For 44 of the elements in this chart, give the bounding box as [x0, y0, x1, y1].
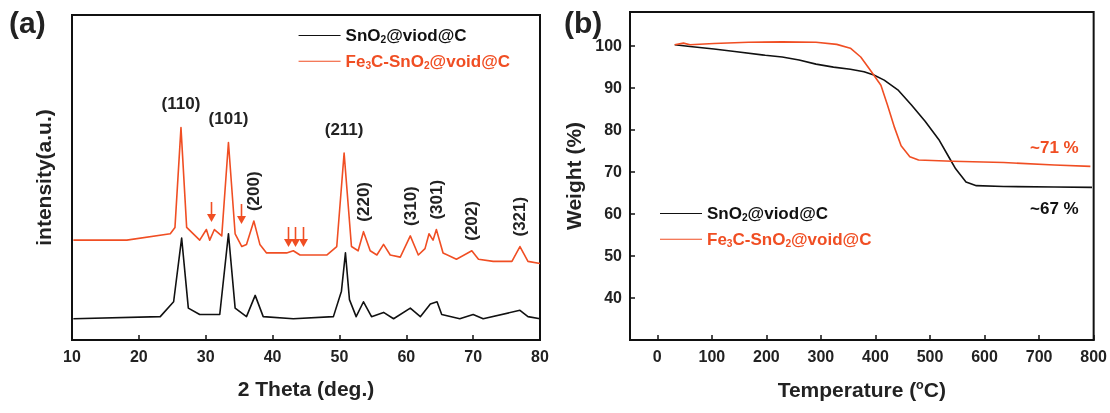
line-series	[673, 41, 1092, 168]
annotation: (220)	[354, 181, 373, 222]
x-tick-label: 0	[652, 347, 662, 365]
y-tick-label: 60	[604, 205, 623, 223]
y-tick-label: 70	[604, 163, 623, 181]
x-tick-label: 100	[698, 347, 726, 365]
x-tick-label: 50	[330, 347, 349, 365]
x-tick-label: 400	[862, 347, 889, 365]
annotation: (200)	[244, 171, 264, 212]
legend-label: SnO2@viod@C	[345, 26, 467, 46]
x-tick-label: 600	[971, 347, 998, 365]
annotation: (301)	[426, 179, 446, 220]
y-axis-title: Weight (%)	[562, 121, 586, 231]
annotation: ~67 %	[1030, 199, 1079, 219]
y-tick-label: 80	[604, 121, 623, 139]
x-tick-label: 30	[196, 347, 215, 365]
x-tick-label: 200	[753, 347, 780, 365]
x-tick-label: 80	[531, 347, 549, 365]
annotation: (310)	[400, 186, 420, 226]
x-tick-label: 500	[916, 347, 944, 365]
annotation: ~71 %	[1030, 137, 1079, 157]
x-tick-label: 40	[263, 347, 282, 365]
annotation: (211)	[324, 119, 364, 139]
annotation: (202)	[462, 201, 482, 241]
x-tick-label: 700	[1025, 347, 1053, 365]
annotation: (321)	[510, 196, 530, 237]
legend-label: Fe3C-SnO2@void@C	[345, 51, 511, 71]
y-axis-title: intensity(a.u.)	[32, 109, 55, 246]
x-tick-label: 10	[63, 347, 81, 365]
chart-title: (a)	[9, 5, 46, 39]
x-axis-title: 2 Theta (deg.)	[237, 377, 375, 400]
x-tick-label: 20	[129, 347, 148, 365]
legend-label: Fe3C-SnO2@void@C	[707, 229, 872, 249]
y-tick-label: 90	[604, 79, 623, 97]
legend-label: SnO2@viod@C	[707, 204, 828, 224]
annotation: (110)	[161, 94, 201, 114]
x-tick-label: 300	[807, 347, 835, 365]
x-tick-label: 800	[1080, 347, 1108, 365]
y-tick-label: 50	[604, 247, 623, 265]
annotation: (101)	[208, 108, 249, 128]
y-tick-label: 40	[604, 289, 623, 307]
x-tick-label: 60	[397, 347, 416, 365]
chart-title: (b)	[564, 5, 603, 39]
x-tick-label: 70	[464, 347, 483, 365]
